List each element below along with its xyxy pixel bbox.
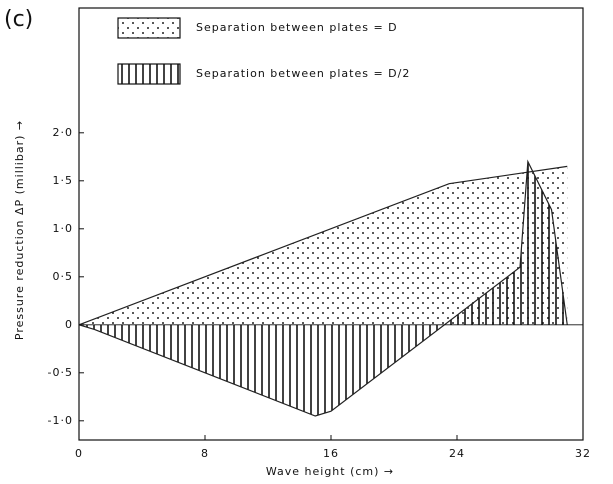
legend-label: Separation between plates = D/2 — [196, 67, 410, 80]
x-tick-label: 16 — [323, 447, 339, 460]
legend-swatch — [117, 17, 181, 39]
y-tick-label: 2·0 — [53, 126, 74, 139]
area — [79, 161, 568, 416]
x-axis-label: Wave height (cm) → — [266, 465, 394, 478]
y-tick-label: 0·5 — [53, 270, 74, 283]
y-tick-label: 1·0 — [53, 222, 74, 235]
y-axis-label: Pressure reduction ΔP (millibar) → — [13, 120, 26, 340]
area — [79, 166, 568, 325]
x-tick-label: 0 — [75, 447, 83, 460]
x-tick-label: 8 — [201, 447, 209, 460]
panel-label: (c) — [4, 7, 33, 32]
series-line — [78, 159, 568, 417]
legend-swatch — [117, 63, 181, 85]
legend-label: Separation between plates = D — [196, 21, 398, 34]
y-tick-label: -1·0 — [48, 414, 73, 427]
y-tick-label: 0 — [65, 318, 73, 331]
y-tick-label: -0·5 — [48, 366, 73, 379]
y-tick-label: 1·5 — [53, 174, 74, 187]
x-tick-label: 24 — [449, 447, 465, 460]
x-tick-label: 32 — [575, 447, 591, 460]
